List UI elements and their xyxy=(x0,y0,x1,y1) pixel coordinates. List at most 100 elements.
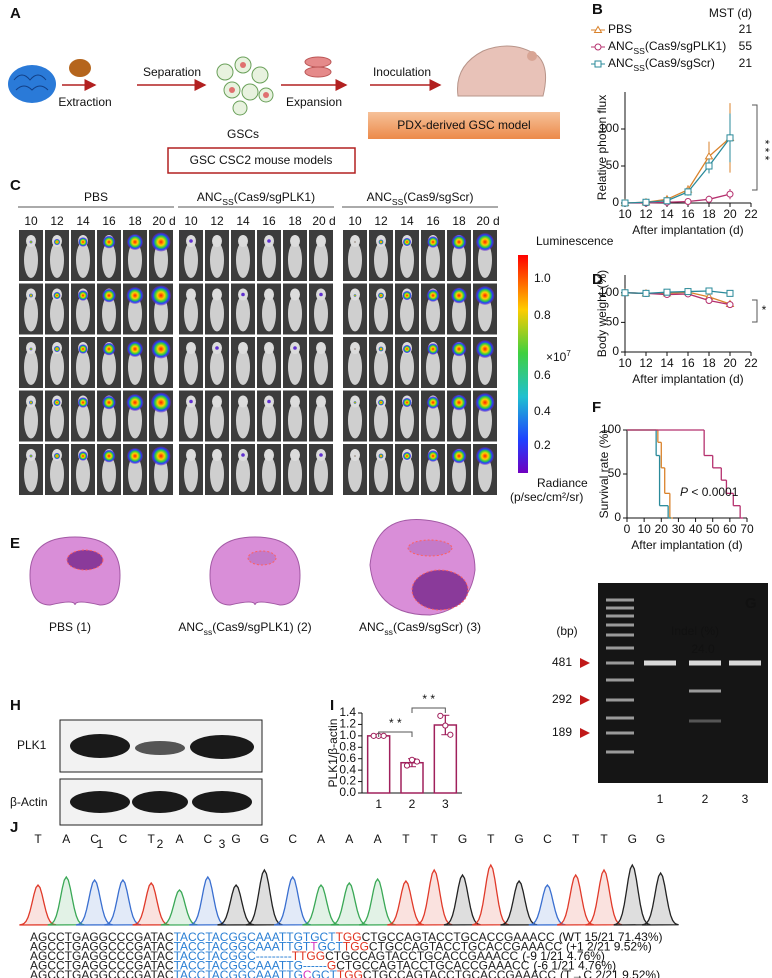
mouse-body xyxy=(50,402,64,439)
base-call: A xyxy=(374,832,382,846)
chromatogram-peak xyxy=(387,879,425,926)
base-call: T xyxy=(402,832,410,846)
marker xyxy=(726,190,734,198)
luminescence xyxy=(29,240,33,244)
mouse-head xyxy=(238,342,248,354)
group-title-part: SS xyxy=(392,197,404,207)
sequence-segment: AGCCTGAGGCCCGATAC xyxy=(30,949,174,963)
sequence-read: AGCCTGAGGCCCGATACTACCTACGGCAAATTG------G… xyxy=(30,959,616,973)
chromatogram-peak xyxy=(528,883,566,926)
mouse-body xyxy=(154,349,168,385)
chromatogram-peak xyxy=(19,883,57,926)
ladder-band xyxy=(606,731,634,735)
mouse-body xyxy=(374,242,388,278)
histology-caption-part: (Cas9/sgPLK1) (2) xyxy=(212,620,311,634)
x-tick-label: 22 xyxy=(744,356,758,370)
sequence-segment: GCT xyxy=(318,940,344,954)
significance: * * xyxy=(389,716,402,730)
y-tick-label: 0.2 xyxy=(339,774,356,788)
histology-tumors xyxy=(66,539,469,611)
luminescence xyxy=(102,342,116,356)
luminescence xyxy=(78,451,88,461)
step-label: Inoculation xyxy=(373,65,431,79)
mouse-body xyxy=(478,242,492,278)
base-call: G xyxy=(260,832,269,846)
x-tick-label: 22 xyxy=(744,207,758,221)
mouse-body xyxy=(348,456,362,492)
x-tick-label: 20 xyxy=(723,207,737,221)
marker xyxy=(642,198,650,206)
chromatogram-peak xyxy=(641,871,679,926)
chromatogram-peak xyxy=(500,879,538,926)
mouse-body xyxy=(128,295,142,332)
mouse-body xyxy=(76,295,90,332)
marker-arrow xyxy=(580,695,590,705)
caption: GSC CSC2 mouse models xyxy=(190,153,333,167)
step-label: Separation xyxy=(143,65,201,79)
day-label: 18 xyxy=(452,214,466,228)
legend-title: MST (d) xyxy=(709,6,752,20)
day-label: 12 xyxy=(374,214,388,228)
luminescence xyxy=(127,448,143,464)
y-tick-label: 100 xyxy=(599,285,619,299)
schematic-art xyxy=(8,45,560,174)
colorbar-title: Luminescence xyxy=(536,234,614,248)
mouse-body xyxy=(288,295,302,332)
gel-band xyxy=(689,689,721,693)
base-call: T xyxy=(487,832,495,846)
luminescence xyxy=(151,392,171,413)
histology-caption-part: ANC xyxy=(178,620,204,634)
lane-label: 1 xyxy=(657,792,664,806)
luminescence xyxy=(126,394,144,411)
mouse-body xyxy=(236,456,250,492)
luminescence xyxy=(378,399,384,406)
y-axis-label: PLK1/β-actin xyxy=(326,719,340,788)
luminescence xyxy=(402,344,412,354)
mouse-body xyxy=(288,402,302,439)
sequence-segment: TACCTACGGC xyxy=(174,949,257,963)
luminescence xyxy=(476,233,494,251)
legend-label-part: (Cas9/sgPLK1) xyxy=(645,39,726,53)
x-tick-label: 16 xyxy=(681,207,695,221)
mouse-head xyxy=(350,342,360,354)
mouse-body xyxy=(210,402,224,439)
data-point xyxy=(447,731,454,738)
y-axis-label: Body weight (%) xyxy=(595,270,609,357)
mouse-body xyxy=(426,295,440,332)
x-tick-label: 50 xyxy=(706,522,720,536)
luminescence xyxy=(151,285,171,306)
mouse-body xyxy=(184,402,198,439)
protein-label: β-Actin xyxy=(10,795,48,809)
chromatogram-peak xyxy=(415,868,453,926)
luminescence xyxy=(451,341,467,357)
series-line xyxy=(625,193,731,204)
read-note: (-6 1/21 4.76%) xyxy=(533,959,616,973)
mouse-body xyxy=(374,456,388,492)
mouse-body xyxy=(210,295,224,332)
chromatogram-peak xyxy=(330,881,368,926)
gel-band xyxy=(729,660,761,666)
mouse-body xyxy=(426,402,440,439)
luminescence xyxy=(354,348,356,350)
mouse-body xyxy=(184,349,198,385)
luminescence xyxy=(353,294,357,297)
x-axis-label: After implantation (d) xyxy=(631,538,742,552)
lane-label: 3 xyxy=(219,837,226,851)
mouse-head xyxy=(264,288,274,301)
x-tick-label: 10 xyxy=(637,522,651,536)
x-tick-label: 1 xyxy=(375,797,382,811)
luminescence xyxy=(267,239,271,243)
mouse-body xyxy=(102,242,116,278)
sequence-segment: TGG xyxy=(343,940,369,954)
marker xyxy=(684,288,692,296)
panel-label: F xyxy=(592,399,601,416)
histology-caption-part: (Cas9/sgScr) (3) xyxy=(393,620,481,634)
base-call: G xyxy=(514,832,523,846)
base-call: G xyxy=(458,832,467,846)
mouse-head xyxy=(316,342,326,354)
mouse-head xyxy=(186,449,196,461)
bracket xyxy=(752,299,758,323)
luminescence xyxy=(402,451,412,461)
mouse-body xyxy=(348,295,362,332)
y-tick-label: 50 xyxy=(608,466,622,480)
